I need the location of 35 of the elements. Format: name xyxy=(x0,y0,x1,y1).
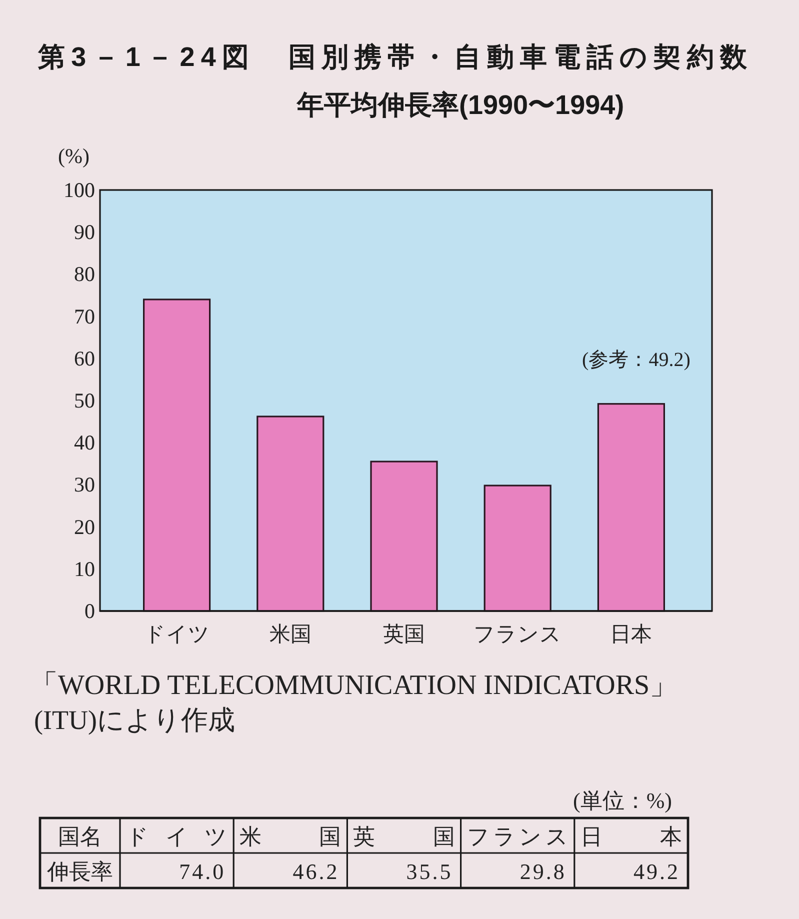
x-tick-label: 日本 xyxy=(610,622,652,646)
title: 第3－1－24図 国別携帯・自動車電話の契約数 xyxy=(38,42,747,72)
y-tick-label: 40 xyxy=(74,430,95,455)
y-tick-label: 60 xyxy=(74,346,95,370)
table-value: 49.2 xyxy=(634,859,680,884)
table-value: 74.0 xyxy=(179,859,226,884)
table-category: ドイツ xyxy=(126,824,228,849)
table-value: 46.2 xyxy=(292,859,340,884)
y-tick-label: 90 xyxy=(74,220,95,244)
table-category: 英国 xyxy=(353,824,455,849)
annotation: 伸長率 xyxy=(47,859,113,884)
x-tick-label: ドイツ xyxy=(144,622,210,646)
annotation: 国名 xyxy=(58,824,102,849)
x-tick-label: 米国 xyxy=(269,622,312,646)
x-tick-label: 英国 xyxy=(383,622,425,646)
y-tick-label: 30 xyxy=(74,472,95,497)
annotation: (単位：%) xyxy=(573,788,672,813)
y-tick-label: 0 xyxy=(84,599,95,623)
y-tick-label: 20 xyxy=(74,514,95,539)
table-value: 35.5 xyxy=(406,859,453,884)
y-tick-label: 50 xyxy=(74,388,95,412)
y-tick-label: 80 xyxy=(74,262,95,286)
y-axis-title: (%) xyxy=(58,144,90,168)
annotation: 「WORLD TELECOMMUNICATION INDICATORS」 xyxy=(30,670,678,701)
y-tick-label: 10 xyxy=(74,556,95,581)
table-value: 29.8 xyxy=(520,859,566,884)
table-category: フランス xyxy=(466,824,568,849)
table-category: 米国 xyxy=(240,824,342,849)
annotation: (ITU)により作成 xyxy=(34,705,235,735)
table-category: 日本 xyxy=(580,824,682,849)
x-tick-label: フランス xyxy=(474,622,562,646)
subtitle: 年平均伸長率(1990〜1994) xyxy=(297,90,624,120)
annotation: (参考：49.2) xyxy=(582,348,690,371)
y-tick-label: 100 xyxy=(64,178,95,202)
y-tick-label: 70 xyxy=(74,304,95,328)
